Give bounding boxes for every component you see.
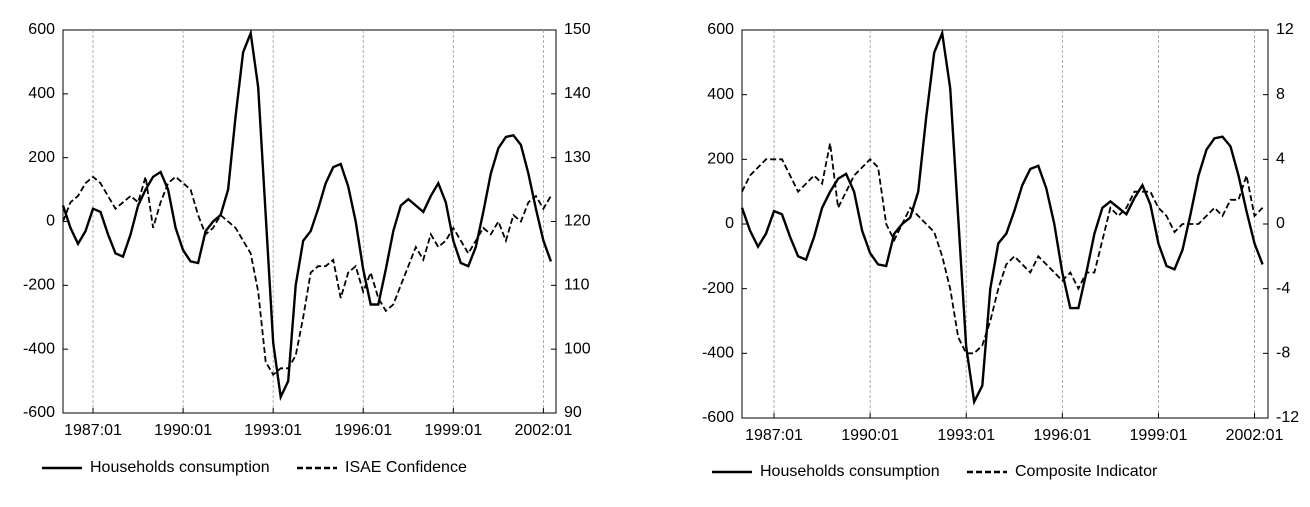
y-tick-label: -600 bbox=[23, 404, 55, 421]
x-tick-label: 1987:01 bbox=[64, 422, 122, 439]
x-tick-label: 1999:01 bbox=[1130, 427, 1188, 444]
y2-tick-label: 110 bbox=[564, 277, 590, 294]
x-tick-label: 1999:01 bbox=[424, 422, 482, 439]
y2-tick-label: -12 bbox=[1276, 409, 1299, 426]
y2-tick-label: -4 bbox=[1276, 280, 1290, 297]
y2-tick-label: 12 bbox=[1276, 21, 1294, 38]
legend-label: Composite Indicator bbox=[1015, 463, 1158, 480]
y-tick-label: 600 bbox=[28, 21, 55, 38]
x-tick-label: 1987:01 bbox=[745, 427, 803, 444]
x-tick-label: 1993:01 bbox=[244, 422, 302, 439]
y2-tick-label: 0 bbox=[1276, 215, 1285, 232]
y2-tick-label: -8 bbox=[1276, 345, 1290, 362]
y-tick-label: 600 bbox=[707, 21, 734, 38]
y-tick-label: -200 bbox=[23, 277, 55, 294]
series-line bbox=[61, 28, 553, 402]
y2-tick-label: 130 bbox=[564, 149, 591, 166]
y-tick-label: 400 bbox=[707, 86, 734, 103]
x-tick-label: 1990:01 bbox=[841, 427, 899, 444]
legend-label: ISAE Confidence bbox=[345, 459, 467, 476]
x-tick-label: 1996:01 bbox=[334, 422, 392, 439]
x-tick-label: 1996:01 bbox=[1033, 427, 1091, 444]
y-tick-label: 200 bbox=[28, 149, 55, 166]
y-tick-label: 0 bbox=[46, 213, 55, 230]
y2-tick-label: 100 bbox=[564, 340, 591, 357]
legend-label: Households consumption bbox=[90, 459, 270, 476]
y-tick-label: 0 bbox=[725, 215, 734, 232]
y2-tick-label: 140 bbox=[564, 85, 591, 102]
x-tick-label: 2002:01 bbox=[1226, 427, 1284, 444]
x-tick-label: 1993:01 bbox=[937, 427, 995, 444]
y2-tick-label: 8 bbox=[1276, 86, 1285, 103]
y-tick-label: -600 bbox=[702, 409, 734, 426]
y2-tick-label: 4 bbox=[1276, 151, 1285, 168]
y-tick-label: 400 bbox=[28, 85, 55, 102]
y-tick-label: -400 bbox=[23, 340, 55, 357]
x-tick-label: 1990:01 bbox=[154, 422, 212, 439]
series-line bbox=[740, 28, 1264, 406]
y-tick-label: -400 bbox=[702, 345, 734, 362]
y2-tick-label: 150 bbox=[564, 21, 591, 38]
y2-tick-label: 90 bbox=[564, 404, 582, 421]
series-line bbox=[62, 175, 552, 377]
series-line bbox=[741, 143, 1264, 355]
y-tick-label: 200 bbox=[707, 151, 734, 168]
x-tick-label: 2002:01 bbox=[514, 422, 572, 439]
y-tick-label: -200 bbox=[702, 280, 734, 297]
legend-label: Households consumption bbox=[760, 463, 940, 480]
y2-tick-label: 120 bbox=[564, 213, 591, 230]
